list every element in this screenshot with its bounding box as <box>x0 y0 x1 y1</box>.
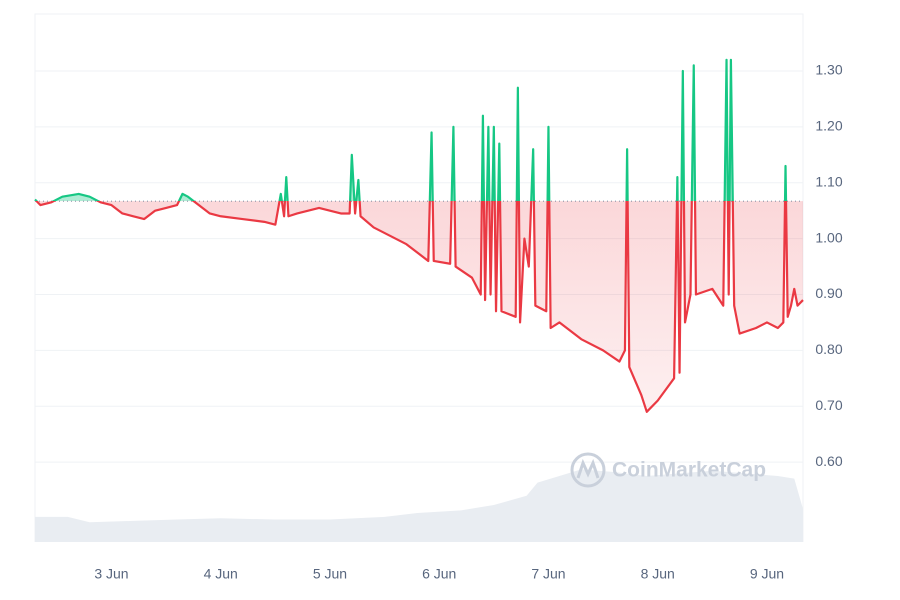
price-area <box>35 59 803 412</box>
volume-area <box>35 469 803 542</box>
price-line <box>34 58 804 413</box>
y-tick-label: 0.60 <box>815 453 842 469</box>
x-tick-label: 7 Jun <box>531 566 565 582</box>
x-tick-label: 8 Jun <box>641 566 675 582</box>
y-tick-label: 1.10 <box>815 173 842 189</box>
y-tick-label: 0.90 <box>815 285 842 301</box>
watermark: CoinMarketCap <box>612 459 766 482</box>
y-tick-label: 1.00 <box>815 229 842 245</box>
y-tick-label: 0.80 <box>815 341 842 357</box>
watermark-logo <box>570 452 606 488</box>
y-tick-label: 1.30 <box>815 62 842 78</box>
x-tick-label: 4 Jun <box>204 566 238 582</box>
y-tick-label: 1.20 <box>815 118 842 134</box>
x-tick-label: 6 Jun <box>422 566 456 582</box>
y-tick-label: 0.70 <box>815 397 842 413</box>
x-tick-label: 9 Jun <box>750 566 784 582</box>
x-tick-label: 3 Jun <box>94 566 128 582</box>
x-tick-label: 5 Jun <box>313 566 347 582</box>
